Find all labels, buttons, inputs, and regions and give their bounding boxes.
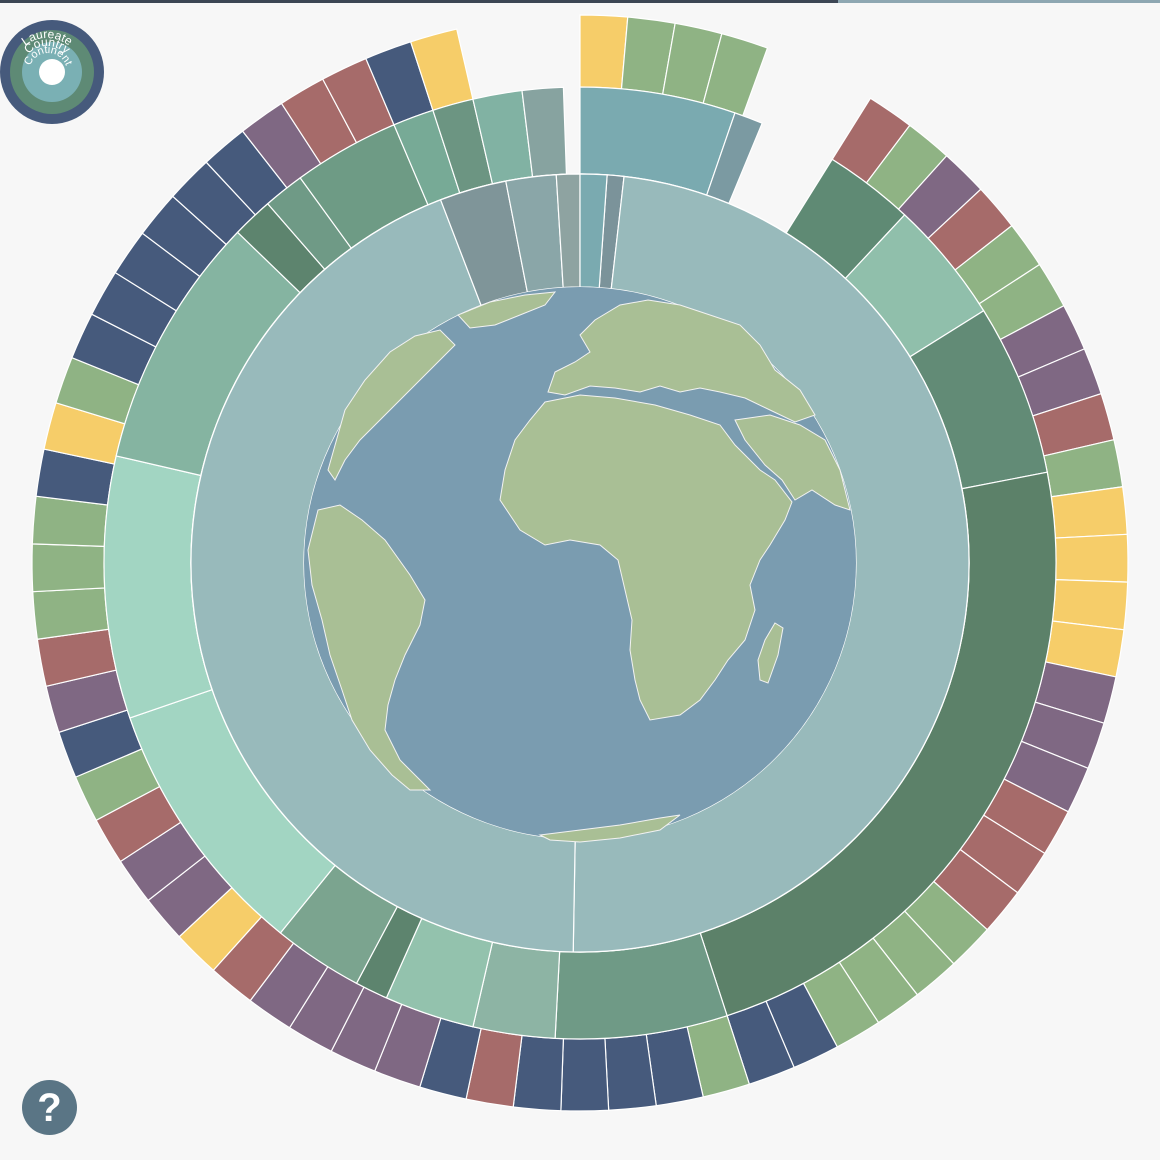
laureate-segment[interactable]: [560, 1037, 610, 1112]
greenland-landmass: [457, 291, 557, 329]
ring-legend: Laureate Country Continent: [0, 20, 104, 124]
top-bar-dark-segment: [0, 0, 838, 3]
top-bar-light-segment: [838, 0, 1160, 3]
country-ring: [103, 86, 1057, 1040]
legend-label-country: Country: [21, 35, 73, 56]
globe[interactable]: [304, 287, 856, 843]
laureate-segment[interactable]: [579, 14, 629, 90]
legend-label-laureate: Laureate: [19, 27, 76, 49]
madagascar-landmass: [757, 622, 784, 684]
globe-landmasses: [307, 291, 851, 843]
north-america-landmass: [327, 329, 456, 481]
top-progress-bar: [0, 0, 1160, 3]
south-america-landmass: [307, 504, 432, 791]
legend-center-dot: [39, 59, 65, 85]
help-button[interactable]: ?: [22, 1080, 77, 1135]
africa-landmass: [499, 394, 793, 721]
laureate-segment[interactable]: [31, 543, 106, 593]
middle-east-landmass: [734, 414, 851, 511]
europe-landmass: [547, 299, 816, 423]
question-icon: ?: [37, 1085, 62, 1130]
laureate-segment[interactable]: [1054, 533, 1129, 583]
antarctica-landmass: [538, 814, 681, 843]
